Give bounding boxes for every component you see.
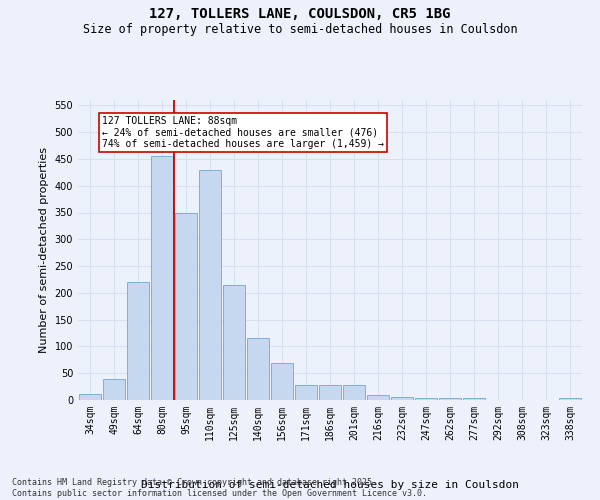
Bar [247, 338, 269, 400]
Bar [103, 379, 125, 400]
Bar [295, 385, 317, 400]
Bar [559, 398, 581, 400]
Bar [127, 282, 149, 400]
Bar [367, 395, 389, 400]
Bar [175, 212, 197, 400]
Bar [79, 394, 101, 400]
Text: Contains HM Land Registry data © Crown copyright and database right 2025.
Contai: Contains HM Land Registry data © Crown c… [12, 478, 427, 498]
Y-axis label: Number of semi-detached properties: Number of semi-detached properties [39, 147, 49, 353]
Text: Distribution of semi-detached houses by size in Coulsdon: Distribution of semi-detached houses by … [141, 480, 519, 490]
Bar [415, 398, 437, 400]
Bar [199, 170, 221, 400]
Bar [319, 385, 341, 400]
Text: 127 TOLLERS LANE: 88sqm
← 24% of semi-detached houses are smaller (476)
74% of s: 127 TOLLERS LANE: 88sqm ← 24% of semi-de… [102, 116, 384, 150]
Bar [223, 286, 245, 400]
Bar [343, 385, 365, 400]
Bar [391, 397, 413, 400]
Bar [439, 398, 461, 400]
Text: 127, TOLLERS LANE, COULSDON, CR5 1BG: 127, TOLLERS LANE, COULSDON, CR5 1BG [149, 8, 451, 22]
Text: Size of property relative to semi-detached houses in Coulsdon: Size of property relative to semi-detach… [83, 22, 517, 36]
Bar [463, 398, 485, 400]
Bar [271, 363, 293, 400]
Bar [151, 156, 173, 400]
